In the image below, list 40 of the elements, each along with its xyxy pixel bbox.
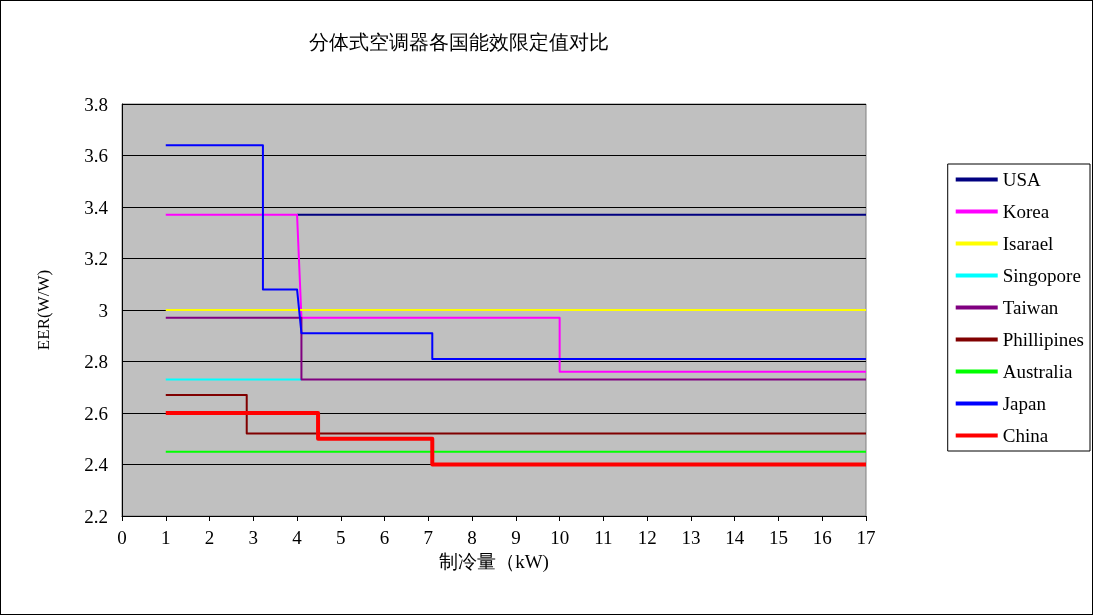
x-tick-label: 12 — [637, 527, 657, 548]
y-tick-label: 2.8 — [84, 351, 108, 372]
legend-label: Singopore — [1002, 265, 1081, 286]
y-axis-title: EER(W/W) — [34, 269, 53, 351]
y-tick-label: 3.6 — [84, 145, 108, 166]
legend-label: China — [1002, 425, 1049, 446]
legend-label: Phillipines — [1002, 329, 1085, 350]
x-axis-title: 制冷量（kW) — [439, 551, 549, 573]
x-tick-label: 3 — [248, 527, 259, 548]
legend-label: Australia — [1002, 361, 1073, 382]
x-tick-label: 11 — [594, 527, 613, 548]
y-tick-label: 3 — [98, 299, 108, 321]
y-tick-label: 3.2 — [84, 248, 108, 269]
y-tick-label: 2.2 — [84, 505, 108, 527]
x-tick-label: 4 — [292, 527, 303, 548]
y-tick-label: 3.8 — [84, 93, 108, 115]
x-tick-label: 0 — [117, 527, 127, 548]
x-tick-label: 5 — [336, 527, 346, 548]
x-tick-label: 15 — [768, 527, 788, 548]
x-tick-label: 1 — [161, 527, 171, 548]
x-tick-label: 17 — [856, 527, 876, 548]
x-tick-label: 8 — [467, 527, 477, 548]
y-tick-label: 2.6 — [84, 402, 108, 424]
x-tick-label: 6 — [379, 527, 390, 548]
y-tick-label: 2.4 — [84, 454, 109, 475]
x-tick-label: 14 — [725, 527, 745, 548]
legend-label: USA — [1002, 169, 1041, 190]
line-series — [164, 144, 867, 360]
legend-label: Korea — [1002, 201, 1050, 222]
legend-label: Taiwan — [1002, 297, 1059, 318]
legend-label: Isarael — [1002, 233, 1054, 254]
legend-label: Japan — [1002, 393, 1047, 414]
x-tick-label: 13 — [681, 527, 701, 548]
x-tick-label: 10 — [550, 527, 570, 548]
y-tick-label: 3.4 — [84, 196, 109, 218]
chart-title: 分体式空调器各国能效限定值对比 — [309, 31, 609, 53]
x-tick-label: 16 — [812, 527, 832, 548]
x-tick-label: 7 — [423, 527, 434, 548]
x-tick-label: 9 — [511, 527, 521, 548]
x-tick-label: 2 — [204, 527, 215, 548]
